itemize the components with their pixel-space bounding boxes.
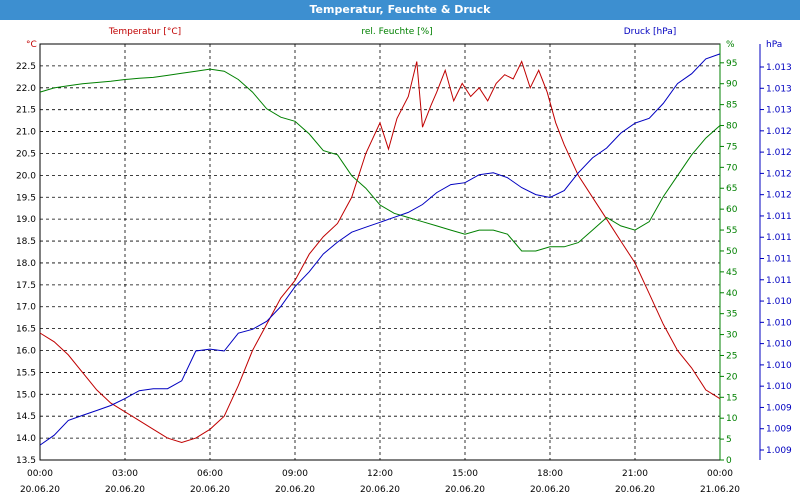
humidity-tick-label: 45: [726, 268, 737, 278]
temperature-tick-label: 13.5: [16, 456, 36, 466]
humidity-unit: %: [726, 40, 735, 50]
humidity-tick-label: 10: [726, 414, 738, 424]
x-tick-date: 20.06.20: [530, 485, 570, 495]
series-line-humidity: [39, 68, 721, 252]
humidity-tick-label: 5: [726, 435, 732, 445]
humidity-tick-label: 50: [726, 247, 738, 257]
temperature-tick-label: 16.5: [16, 325, 36, 335]
x-tick-time: 00:00: [707, 469, 733, 479]
pressure-tick-label: 1.013: [766, 63, 792, 73]
temperature-tick-label: 17.0: [16, 303, 36, 313]
humidity-axis-title: rel. Feuchte [%]: [361, 27, 432, 37]
temperature-tick-label: 15.5: [16, 368, 36, 378]
temperature-tick-label: 15.0: [16, 390, 36, 400]
temperature-tick-label: 22.5: [16, 62, 36, 72]
pressure-tick-label: 1.012: [766, 191, 792, 201]
humidity-tick-label: 65: [726, 184, 737, 194]
humidity-tick-label: 95: [726, 59, 737, 69]
humidity-tick-label: 85: [726, 101, 737, 111]
humidity-tick-label: 80: [726, 122, 738, 132]
pressure-tick-label: 1.013: [766, 106, 792, 116]
x-tick-date: 21.06.20: [700, 485, 740, 495]
humidity-tick-label: 60: [726, 205, 738, 215]
temperature-tick-label: 20.0: [16, 171, 36, 181]
temperature-tick-label: 22.0: [16, 84, 36, 94]
humidity-tick-label: 30: [726, 331, 738, 341]
window-title: Temperatur, Feuchte & Druck: [0, 0, 800, 20]
temperature-tick-label: 20.5: [16, 149, 36, 159]
pressure-tick-label: 1.013: [766, 84, 792, 94]
x-tick-time: 18:00: [537, 469, 563, 479]
pressure-tick-label: 1.009: [766, 403, 792, 413]
x-tick-time: 03:00: [112, 469, 138, 479]
pressure-tick-label: 1.010: [766, 340, 792, 350]
temperature-tick-label: 21.0: [16, 128, 36, 138]
temperature-tick-label: 17.5: [16, 281, 36, 291]
humidity-tick-label: 90: [726, 80, 738, 90]
pressure-tick-label: 1.011: [766, 233, 792, 243]
pressure-tick-label: 1.010: [766, 297, 792, 307]
humidity-tick-label: 55: [726, 226, 737, 236]
x-tick-date: 20.06.20: [445, 485, 485, 495]
pressure-tick-label: 1.009: [766, 446, 792, 456]
humidity-tick-label: 25: [726, 351, 737, 361]
pressure-unit: hPa: [766, 40, 782, 50]
humidity-tick-label: 40: [726, 289, 738, 299]
temperature-tick-label: 16.0: [16, 347, 36, 357]
x-tick-time: 09:00: [282, 469, 308, 479]
humidity-tick-label: 15: [726, 393, 737, 403]
x-tick-date: 20.06.20: [615, 485, 655, 495]
series-line-temperature: [39, 60, 721, 444]
temperature-tick-label: 18.0: [16, 259, 36, 269]
series-line-pressure: [39, 53, 721, 446]
x-tick-date: 20.06.20: [360, 485, 400, 495]
temperature-tick-label: 18.5: [16, 237, 36, 247]
temperature-unit: °C: [26, 40, 37, 50]
chart-canvas: 00:00 20.06.20 03:00 20.06.20 06:00 20.06.20 0…: [16, 27, 792, 495]
humidity-tick-label: 0: [726, 456, 732, 466]
temperature-axis-title: Temperatur [°C]: [108, 27, 181, 37]
pressure-tick-label: 1.011: [766, 255, 792, 265]
temperature-tick-label: 19.5: [16, 193, 36, 203]
temperature-tick-label: 14.0: [16, 434, 36, 444]
humidity-tick-label: 20: [726, 372, 738, 382]
pressure-tick-label: 1.012: [766, 148, 792, 158]
pressure-tick-label: 1.011: [766, 212, 792, 222]
pressure-tick-label: 1.010: [766, 361, 792, 371]
x-tick-date: 20.06.20: [190, 485, 230, 495]
pressure-tick-label: 1.012: [766, 127, 792, 137]
x-tick-time: 12:00: [367, 469, 393, 479]
pressure-tick-label: 1.012: [766, 169, 792, 179]
x-tick-time: 21:00: [622, 469, 648, 479]
pressure-axis-title: Druck [hPa]: [624, 27, 677, 37]
x-tick-time: 06:00: [197, 469, 223, 479]
temperature-tick-label: 21.5: [16, 106, 36, 116]
pressure-tick-label: 1.010: [766, 382, 792, 392]
pressure-tick-label: 1.011: [766, 276, 792, 286]
humidity-tick-label: 75: [726, 142, 737, 152]
x-tick-date: 20.06.20: [275, 485, 315, 495]
x-tick-time: 15:00: [452, 469, 478, 479]
pressure-tick-label: 1.010: [766, 318, 792, 328]
pressure-tick-label: 1.009: [766, 425, 792, 435]
x-tick-date: 20.06.20: [20, 485, 60, 495]
x-tick-time: 00:00: [27, 469, 53, 479]
x-tick-date: 20.06.20: [105, 485, 145, 495]
temperature-tick-label: 19.0: [16, 215, 36, 225]
temperature-tick-label: 14.5: [16, 412, 36, 422]
plot-area: [39, 43, 721, 461]
humidity-tick-label: 70: [726, 163, 738, 173]
humidity-tick-label: 35: [726, 310, 737, 320]
